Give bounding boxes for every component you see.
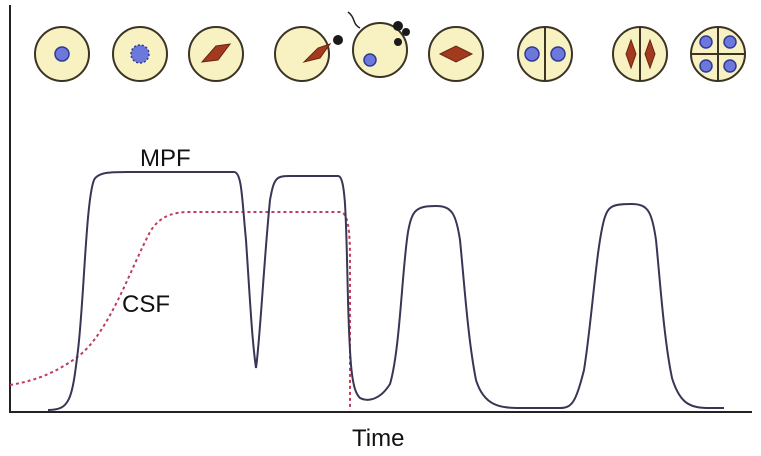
x-axis-title: Time — [352, 425, 404, 452]
stage-two-cell-icon — [517, 26, 573, 82]
stage-fertilization-icon — [347, 11, 410, 78]
stage-germinal-vesicle-breakdown-icon — [112, 26, 168, 82]
stage-interphase-icon — [34, 26, 90, 82]
mpf-curve — [47, 171, 724, 411]
stage-meiosis-i-spindle-icon — [188, 26, 244, 82]
stage-polar-body-extrusion-icon — [274, 26, 343, 82]
sperm-tail — [347, 11, 361, 29]
stage-four-cell-icon — [690, 26, 746, 82]
cell-stage-row — [34, 11, 746, 82]
stage-mitotic-spindle-icon — [428, 26, 484, 82]
csf-label: CSF — [122, 291, 170, 318]
stage-two-cell-mitosis-icon — [612, 26, 668, 82]
mpf-label: MPF — [140, 145, 191, 172]
axis-lines — [9, 5, 752, 413]
csf-curve — [9, 211, 351, 410]
